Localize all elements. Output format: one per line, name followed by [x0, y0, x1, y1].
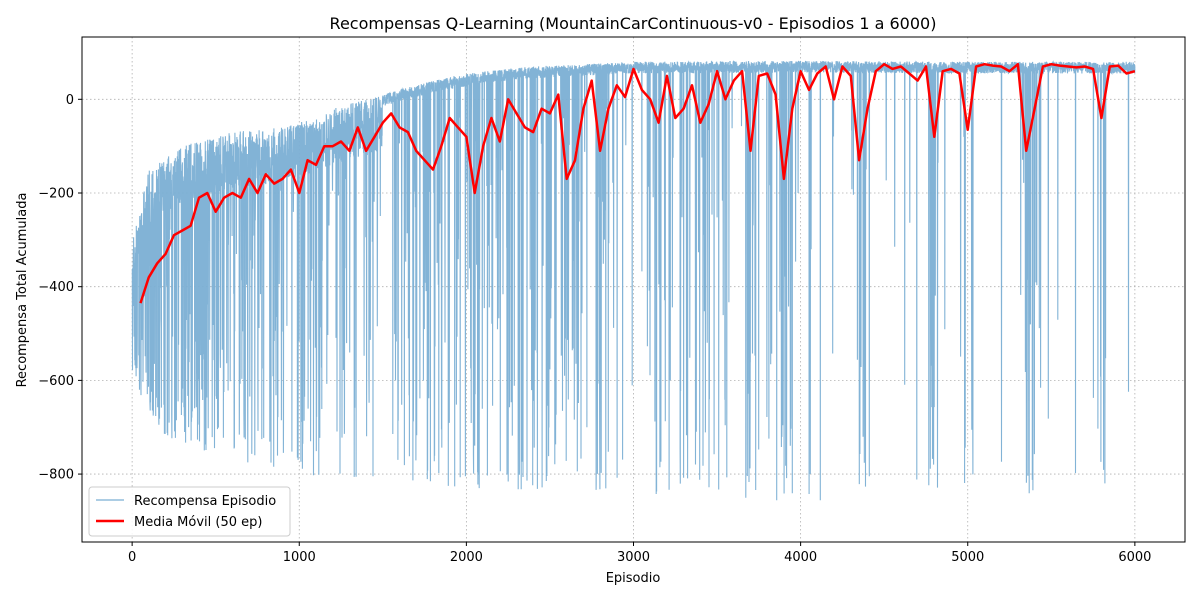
y-tick-label: −400 [38, 280, 74, 295]
y-tick-label: 0 [66, 93, 74, 108]
chart-title: Recompensas Q-Learning (MountainCarConti… [330, 14, 937, 33]
legend-label-episode: Recompensa Episodio [134, 494, 276, 509]
moving-average-line [139, 62, 1136, 304]
x-tick-label: 3000 [617, 550, 650, 565]
y-tick-label: −800 [38, 468, 74, 483]
x-axis-label: Episodio [606, 571, 661, 586]
y-axis-ticks: −800 −600 −400 −200 0 [38, 93, 82, 483]
plot-area [131, 60, 1136, 501]
x-tick-label: 2000 [450, 550, 483, 565]
legend-box [88, 486, 291, 537]
y-tick-label: −200 [38, 186, 74, 201]
legend-label-moving-average: Media Móvil (50 ep) [134, 515, 262, 530]
x-tick-label: 4000 [784, 550, 817, 565]
x-tick-label: 0 [128, 550, 136, 565]
legend: Recompensa Episodio Media Móvil (50 ep) [88, 486, 291, 537]
y-tick-label: −600 [38, 374, 74, 389]
x-tick-label: 5000 [951, 550, 984, 565]
x-axis-ticks: 0 1000 2000 3000 4000 5000 6000 [128, 542, 1151, 565]
x-tick-label: 6000 [1118, 550, 1151, 565]
x-tick-label: 1000 [283, 550, 316, 565]
y-axis-label: Recompensa Total Acumulada [15, 193, 30, 388]
episode-reward-line [131, 60, 1136, 501]
